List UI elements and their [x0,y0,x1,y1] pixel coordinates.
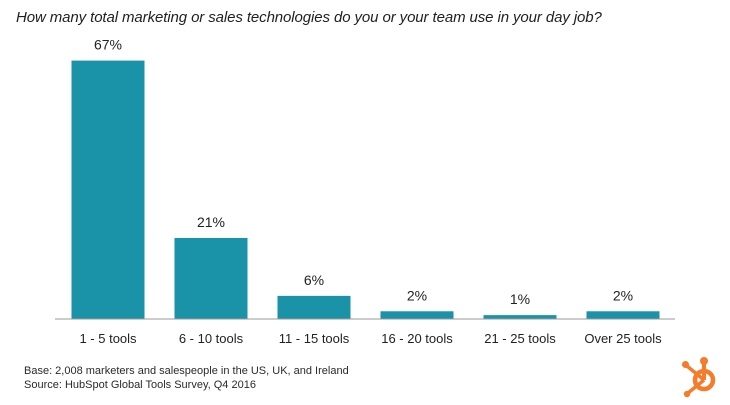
data-label: 21% [197,214,225,230]
data-label: 2% [613,287,633,303]
x-tick-label: 6 - 10 tools [179,331,244,346]
logo-shape [682,357,716,398]
tick-labels-group: 1 - 5 tools 6 - 10 tools 11 - 15 tools 16 -… [79,331,662,346]
data-label: 6% [304,272,324,288]
bar [71,60,145,319]
x-tick-label: 21 - 25 tools [484,331,556,346]
chart-title: How many total marketing or sales techno… [16,9,602,26]
bar [277,295,351,319]
x-tick-label: 1 - 5 tools [79,331,137,346]
bar [483,315,557,319]
data-label: 2% [407,287,427,303]
hubspot-sprocket-icon [682,357,716,398]
footer-source-note: Source: HubSpot Global Tools Survey, Q4 … [24,379,256,391]
value-labels-group: 67% 21% 6% 2% 1% 2% [94,37,633,308]
data-label: 1% [510,291,530,307]
bar [174,238,248,319]
x-tick-label: 11 - 15 tools [279,331,350,346]
footer-base-note: Base: 2,008 marketers and salespeople in… [24,365,349,377]
chart-footer: Base: 2,008 marketers and salespeople in… [24,364,349,392]
bar [380,311,454,319]
x-tick-label: 16 - 20 tools [381,331,453,346]
bars-group [71,60,660,319]
bar [586,311,660,319]
data-label: 67% [94,37,122,53]
x-tick-label: Over 25 tools [584,331,662,346]
